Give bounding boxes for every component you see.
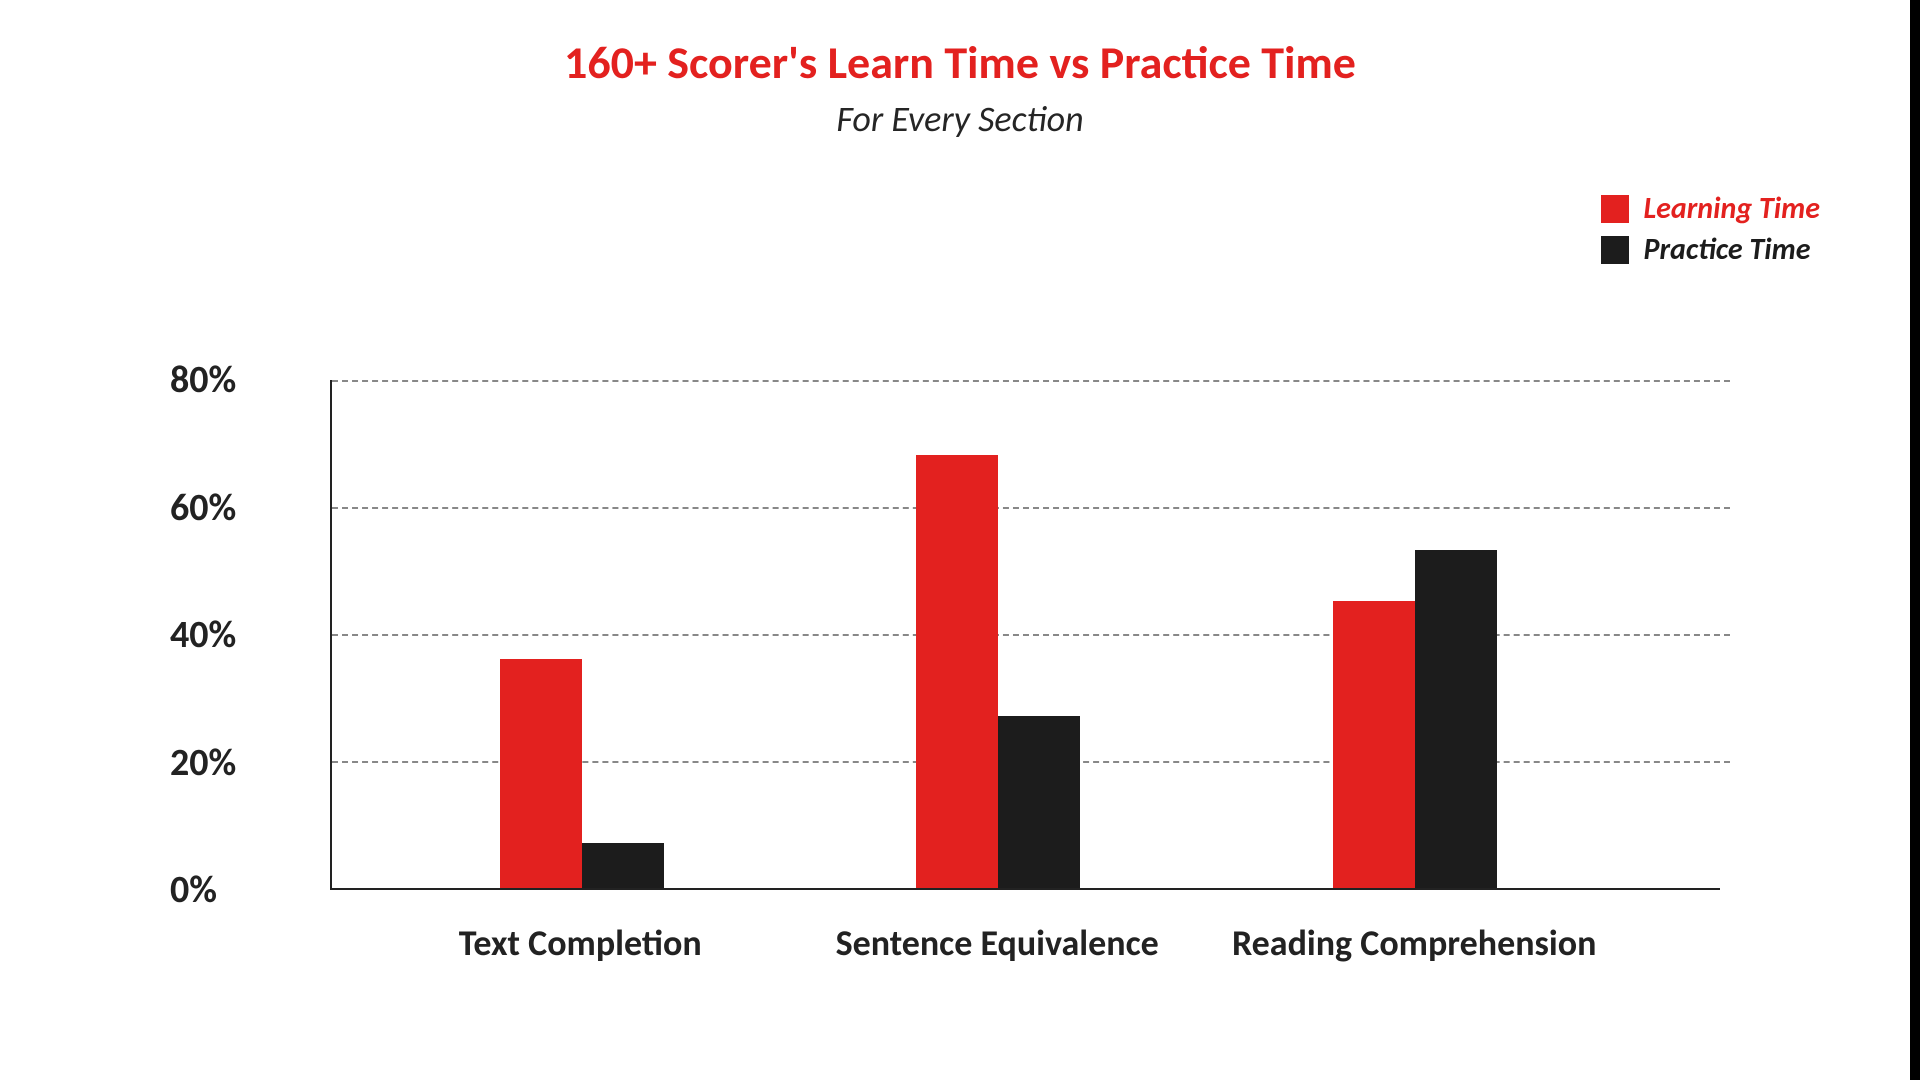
chart-title: 160+ Scorer's Learn Time vs Practice Tim… [0,35,1920,91]
chart-page: 160+ Scorer's Learn Time vs Practice Tim… [0,0,1920,1080]
legend-label-practice: Practice Time [1643,231,1810,268]
bar-practice-2 [1415,550,1497,888]
ytick-0: 0% [170,867,320,913]
xcat-0: Text Completion [395,920,765,967]
right-edge-strip [1910,0,1920,1080]
bar-group-1 [916,455,1080,889]
legend-swatch-practice [1601,236,1629,264]
bar-group-2 [1333,550,1497,888]
chart-area: 80% 60% 40% 20% 0% Text Completion Sent [170,380,1720,890]
legend-swatch-learning [1601,195,1629,223]
chart-subtitle: For Every Section [0,97,1920,141]
legend-label-learning: Learning Time [1643,190,1820,227]
bar-group-0 [500,659,664,889]
ytick-80: 80% [170,357,320,403]
xcat-2: Reading Comprehension [1229,920,1599,967]
ytick-40: 40% [170,612,320,658]
ytick-60: 60% [170,485,320,531]
legend-item-practice: Practice Time [1601,231,1820,268]
gridline-80 [332,380,1730,382]
xcat-1: Sentence Equivalence [812,920,1182,967]
bar-learning-1 [916,455,998,889]
plot-area [330,380,1720,890]
bar-practice-1 [998,716,1080,888]
bar-learning-2 [1333,601,1415,888]
chart-legend: Learning Time Practice Time [1601,190,1820,268]
ytick-20: 20% [170,740,320,786]
legend-item-learning: Learning Time [1601,190,1820,227]
bar-learning-0 [500,659,582,889]
bar-practice-0 [582,843,664,888]
